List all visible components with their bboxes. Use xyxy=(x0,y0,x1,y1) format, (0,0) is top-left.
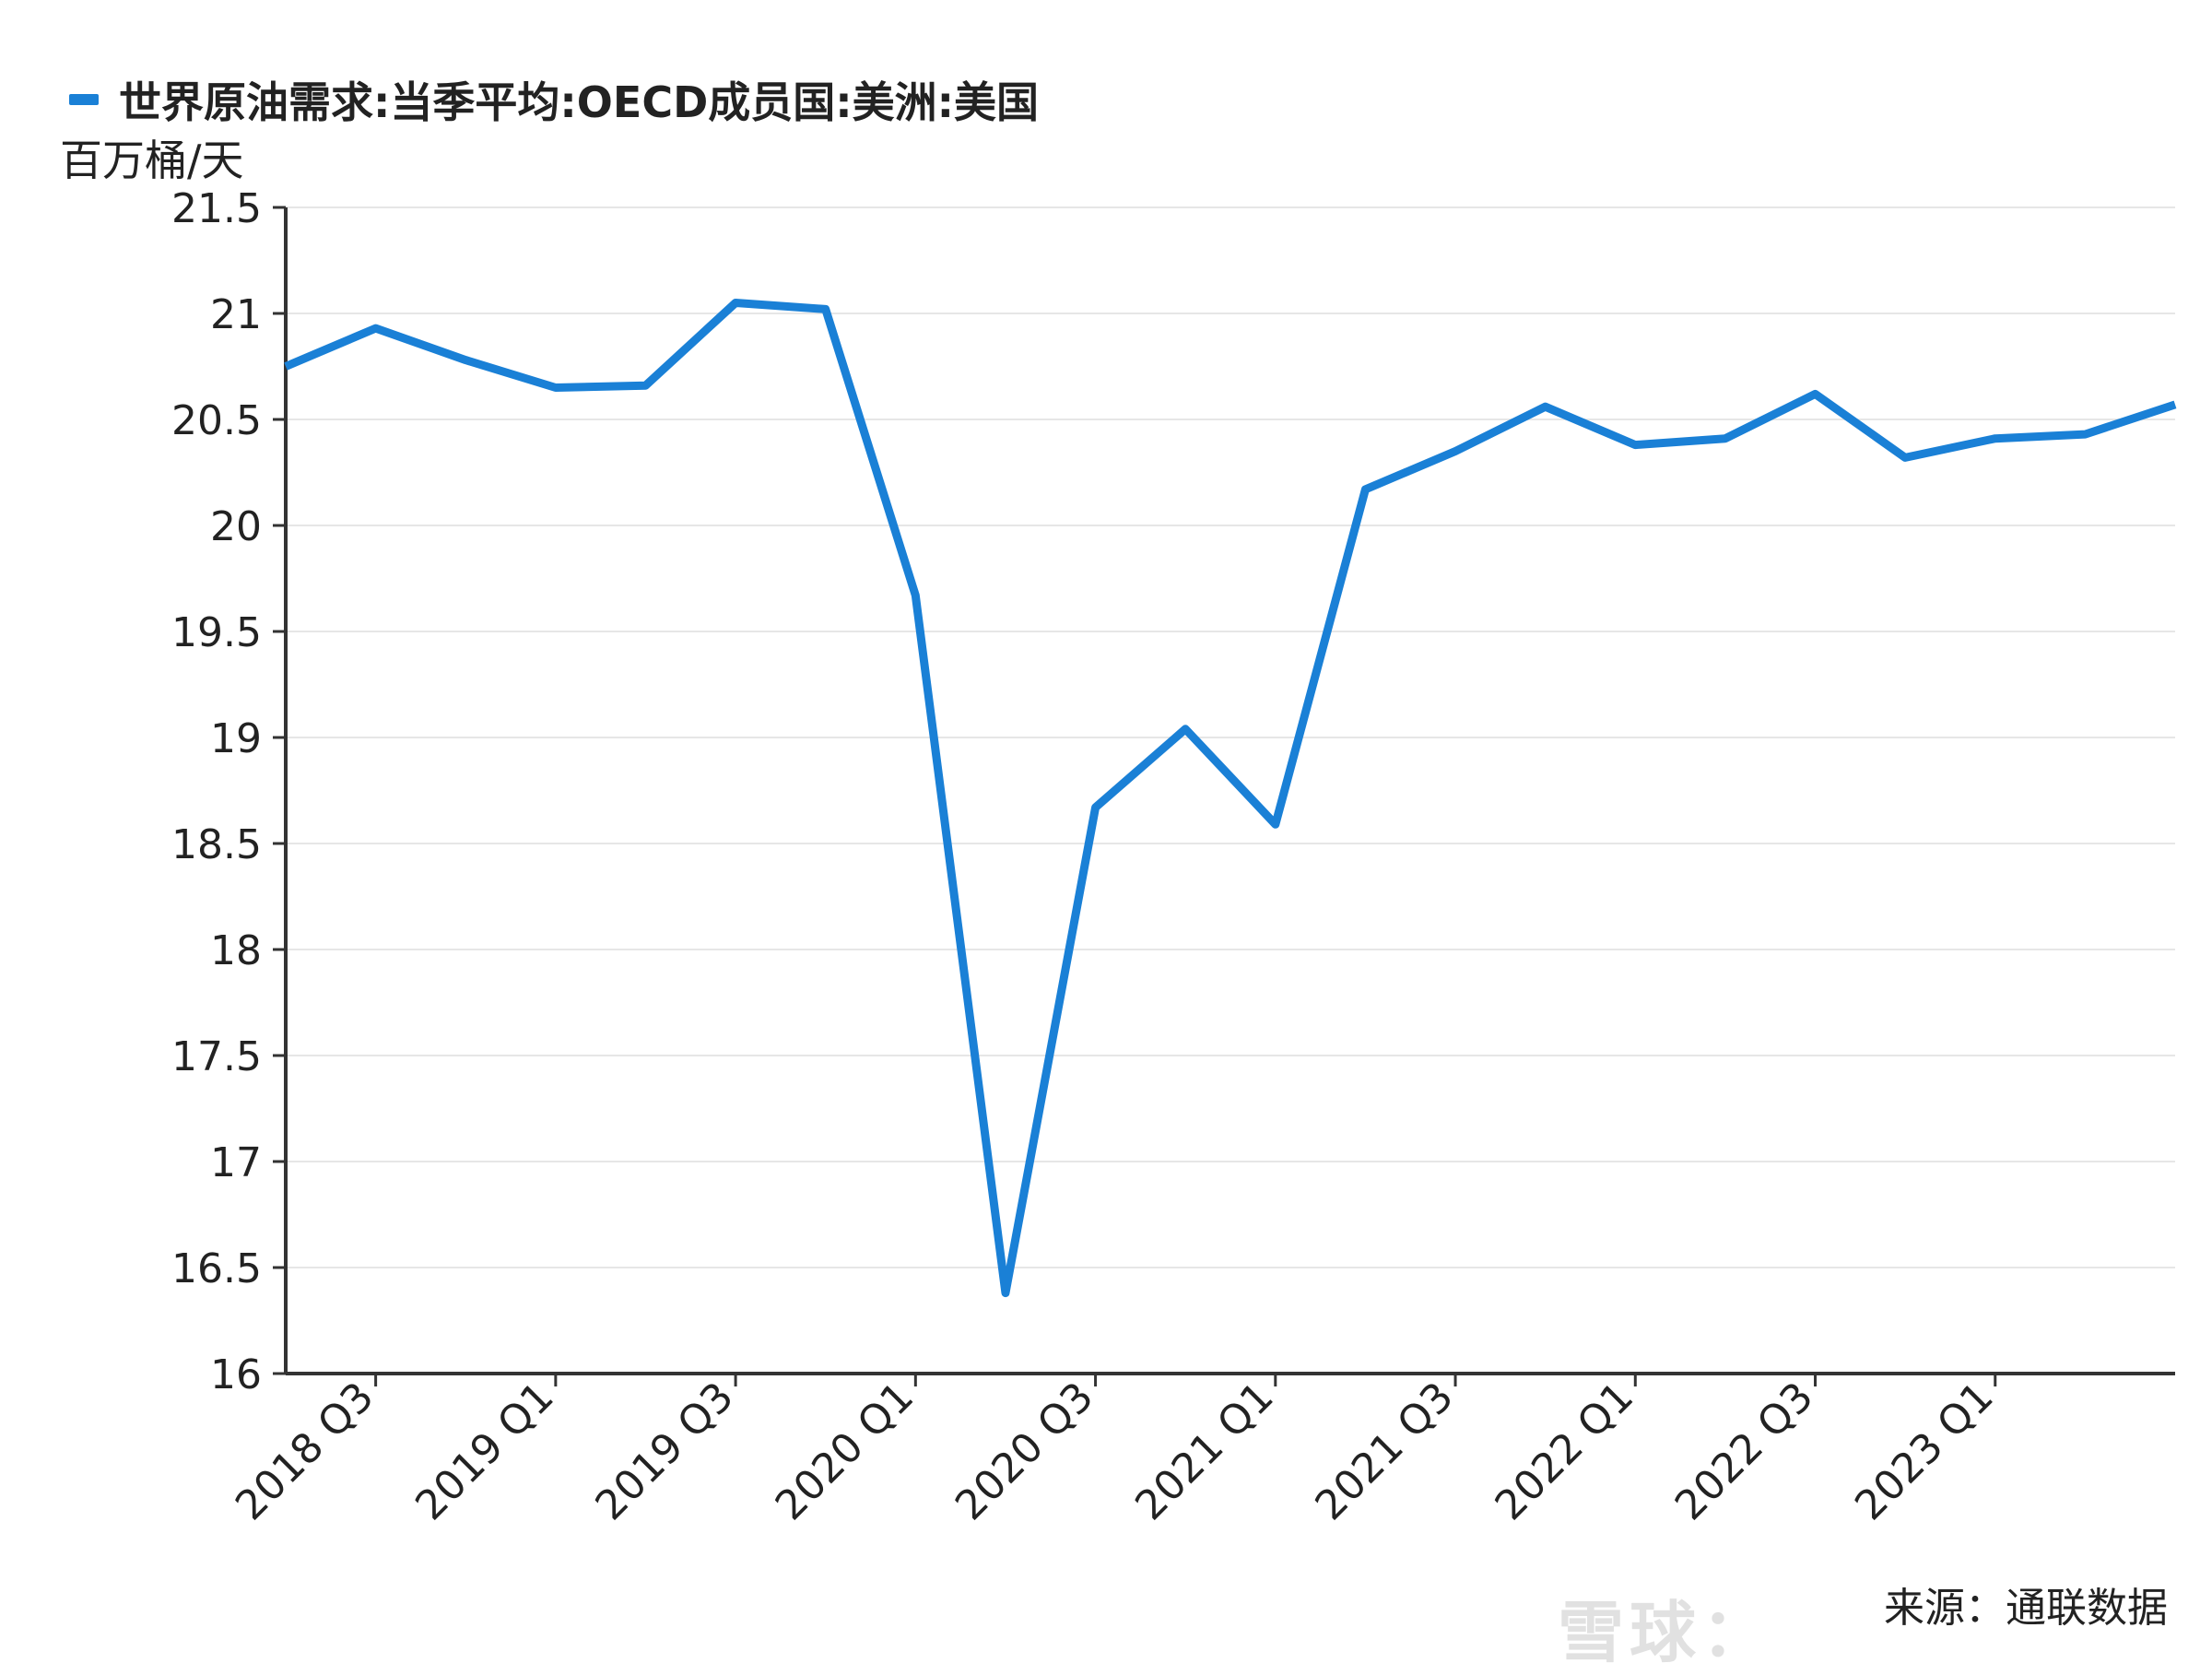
data-point[interactable] xyxy=(1809,387,1822,400)
data-point[interactable] xyxy=(639,379,652,392)
data-point[interactable] xyxy=(1449,445,1462,458)
y-tick-label: 16.5 xyxy=(171,1245,262,1292)
y-tick-label: 19.5 xyxy=(171,609,262,656)
y-tick-label: 18 xyxy=(210,927,262,974)
axis-layer: 21.52120.52019.51918.51817.51716.5162018… xyxy=(171,185,2175,1529)
y-tick-label: 18.5 xyxy=(171,821,262,868)
x-tick-label: 2019 Q1 xyxy=(406,1374,562,1529)
y-tick-label: 20 xyxy=(210,503,262,550)
legend[interactable]: 世界原油需求:当季平均:OECD成员国:美洲:美国 xyxy=(69,69,1039,130)
y-tick-label: 21.5 xyxy=(171,185,262,232)
y-tick-label: 19 xyxy=(210,715,262,762)
data-point[interactable] xyxy=(2169,398,2182,411)
data-point[interactable] xyxy=(1269,818,1282,831)
data-point[interactable] xyxy=(1989,432,2002,445)
source-note: 来源：通联数据 xyxy=(1884,1585,2168,1632)
x-tick-label: 2020 Q3 xyxy=(947,1374,1102,1529)
y-tick-label: 17.5 xyxy=(171,1033,262,1080)
data-point[interactable] xyxy=(279,360,292,373)
data-point[interactable] xyxy=(999,1287,1012,1300)
x-tick-label: 2019 Q3 xyxy=(586,1374,742,1529)
y-tick-label: 20.5 xyxy=(171,397,262,444)
y-tick-label: 16 xyxy=(210,1351,262,1398)
grid-layer xyxy=(286,206,2175,1268)
series-line[interactable] xyxy=(284,299,2177,1298)
y-axis-label: 百万桶/天 xyxy=(60,136,244,185)
data-point[interactable] xyxy=(1179,723,1192,736)
data-point[interactable] xyxy=(459,354,472,367)
data-point[interactable] xyxy=(1359,483,1371,496)
x-tick-label: 2021 Q1 xyxy=(1126,1374,1282,1529)
x-tick-label: 2021 Q3 xyxy=(1306,1374,1462,1529)
x-tick-label: 2022 Q3 xyxy=(1666,1374,1822,1529)
data-point[interactable] xyxy=(729,297,742,310)
data-point[interactable] xyxy=(549,382,562,395)
data-point[interactable] xyxy=(819,302,832,315)
x-tick-label: 2023 Q1 xyxy=(1846,1374,2002,1529)
y-tick-label: 17 xyxy=(210,1139,262,1186)
legend-label: 世界原油需求:当季平均:OECD成员国:美洲:美国 xyxy=(119,77,1040,127)
y-tick-label: 21 xyxy=(210,291,262,338)
x-tick-label: 2022 Q1 xyxy=(1487,1374,1642,1529)
data-point[interactable] xyxy=(1719,432,1732,445)
data-point[interactable] xyxy=(1899,451,1912,464)
data-point[interactable] xyxy=(1089,801,1102,814)
series-layer xyxy=(279,297,2182,1300)
x-tick-label: 2020 Q1 xyxy=(767,1374,923,1529)
data-point[interactable] xyxy=(1629,439,1641,452)
legend-swatch xyxy=(69,94,99,105)
data-point[interactable] xyxy=(370,322,382,335)
data-point[interactable] xyxy=(2078,428,2091,441)
data-point[interactable] xyxy=(909,589,922,602)
data-point[interactable] xyxy=(1539,400,1552,413)
